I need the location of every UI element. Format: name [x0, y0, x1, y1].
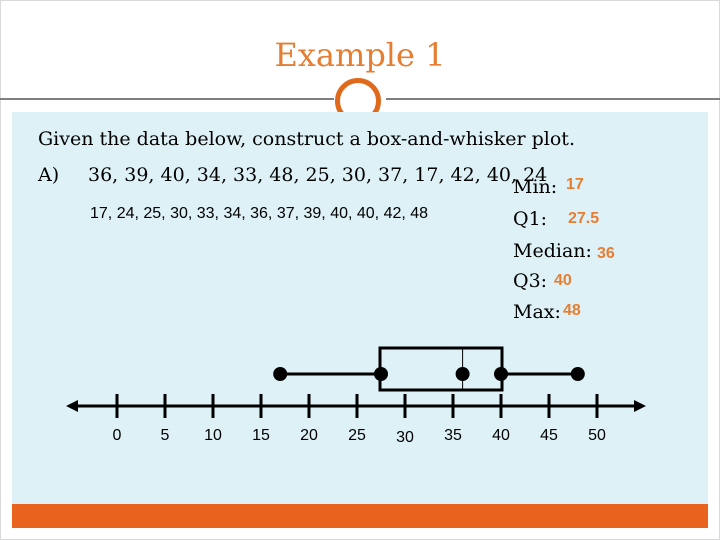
- number-line-right-arrow-icon: [634, 400, 646, 412]
- axis-tick-label: 15: [252, 427, 270, 444]
- max-point: [570, 367, 585, 381]
- title-divider-right: [386, 98, 720, 100]
- axis-tick-label: 10: [204, 427, 222, 444]
- max-value: 48: [563, 302, 581, 319]
- axis-tick-label: 0: [113, 427, 122, 444]
- slide-title: Example 1: [274, 36, 446, 74]
- q3-label: Q3:: [513, 270, 548, 292]
- median-point: [455, 367, 470, 381]
- iqr-box: [378, 346, 504, 392]
- footer-bar: [12, 504, 708, 528]
- content-panel: [12, 112, 708, 504]
- q1-label: Q1:: [513, 208, 548, 230]
- problem-data: 36, 39, 40, 34, 33, 48, 25, 30, 37, 17, …: [88, 164, 548, 186]
- sorted-data: 17, 24, 25, 30, 33, 34, 36, 37, 39, 40, …: [90, 205, 429, 222]
- min-point: [273, 367, 288, 381]
- q1-point: [374, 367, 388, 381]
- q3-point: [494, 367, 508, 381]
- max-label: Max:: [513, 301, 561, 323]
- problem-prompt: Given the data below, construct a box-an…: [38, 128, 575, 150]
- title-divider-left: [0, 98, 334, 100]
- axis-tick-label: 5: [161, 427, 170, 444]
- box-plot: 0 5 10 15 20 25 30 35 40 45 50: [66, 346, 646, 446]
- q3-value: 40: [554, 272, 572, 289]
- median-label: Median:: [513, 240, 592, 262]
- axis-tick-label: 40: [492, 427, 510, 444]
- min-value: 17: [566, 176, 584, 193]
- median-value: 36: [597, 245, 615, 262]
- axis-tick-label: 25: [348, 427, 366, 444]
- min-label: Min:: [513, 176, 558, 198]
- problem-label: A): [38, 164, 60, 186]
- axis-tick-label: 50: [588, 427, 606, 444]
- axis-tick-label: 35: [444, 427, 462, 444]
- axis-tick-label: 45: [540, 427, 558, 444]
- axis-tick-label: 20: [300, 427, 318, 444]
- q1-value: 27.5: [568, 210, 600, 227]
- number-line-left-arrow-icon: [66, 400, 78, 412]
- axis-tick-label: 30: [396, 429, 414, 446]
